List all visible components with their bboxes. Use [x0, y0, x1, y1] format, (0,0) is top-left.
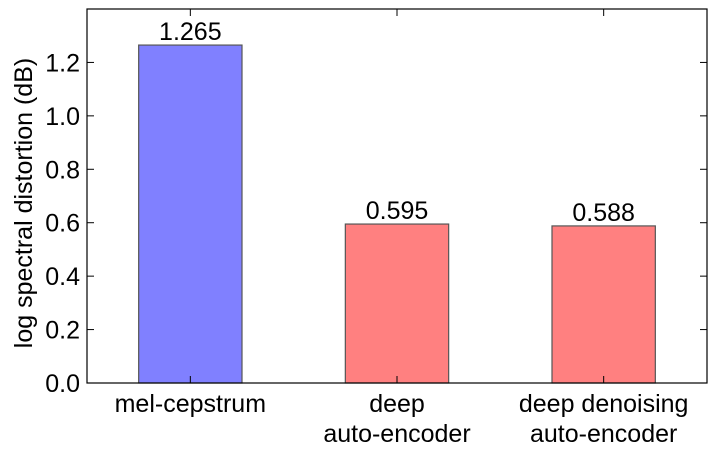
data-label-0: 1.265 [159, 18, 222, 46]
y-tick-label-1: 0.2 [45, 317, 80, 345]
y-tick-label-6: 1.2 [45, 49, 80, 77]
y-tick-label-5: 1.0 [45, 103, 80, 131]
data-label-1: 0.595 [366, 197, 429, 225]
y-tick-label-3: 0.6 [45, 210, 80, 238]
x-tick-label-1-line1: auto-encoder [323, 420, 470, 448]
y-axis-label: log spectral distortion (dB) [10, 58, 38, 348]
y-tick-label-4: 0.8 [45, 156, 80, 184]
x-tick-label-1-line0: deep [369, 390, 425, 418]
x-tick-label-2-line1: auto-encoder [530, 420, 677, 448]
bar-1 [344, 223, 450, 384]
data-label-2: 0.588 [572, 199, 635, 227]
data-labels: 1.265 0.595 0.588 [159, 18, 635, 227]
plot-frame [86, 8, 708, 384]
x-tick-label-0: mel-cepstrum [115, 390, 266, 418]
bar-0 [138, 44, 243, 384]
x-tick-label-2-line0: deep denoising [519, 390, 689, 418]
bars-group [138, 44, 656, 384]
y-tick-label-2: 0.4 [45, 263, 80, 291]
y-axis: 0.0 0.2 0.4 0.6 0.8 1.0 1.2 [45, 49, 707, 398]
y-tick-label-0: 0.0 [45, 370, 80, 398]
bar-2 [551, 225, 656, 384]
